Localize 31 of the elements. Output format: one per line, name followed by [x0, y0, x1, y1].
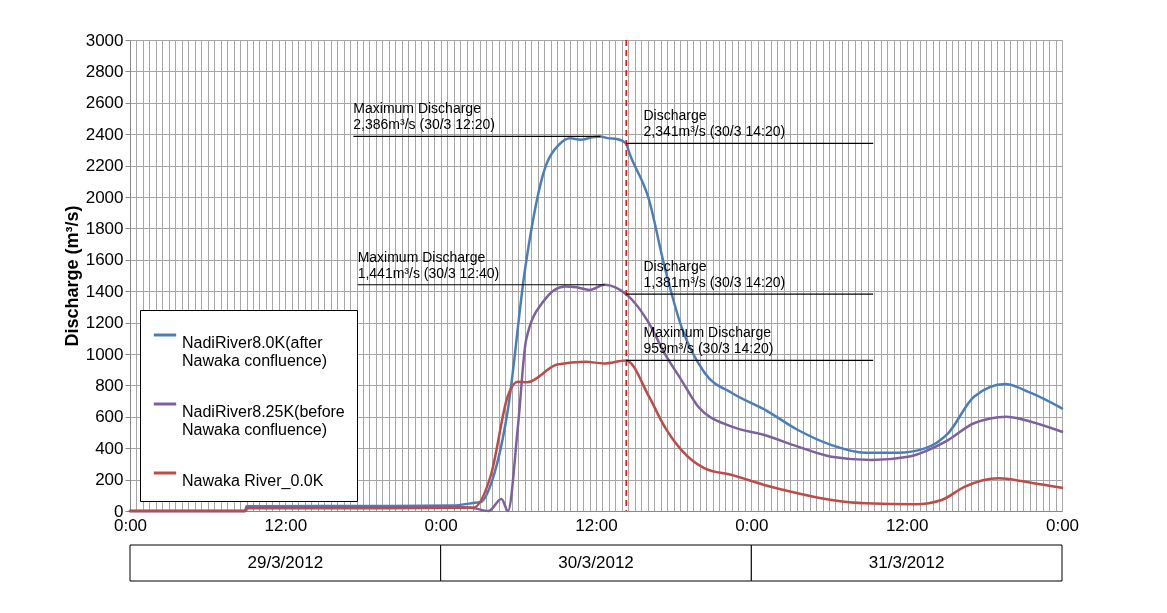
y-tick-label: 1600	[85, 250, 124, 270]
x-tick-label: 12:00	[575, 515, 618, 535]
legend-label: NadiRiver8.0K(after Nawaka confluence)	[182, 334, 327, 369]
y-axis-title: Discharge (m³/s)	[61, 205, 82, 347]
y-tick-label: 400	[95, 438, 124, 458]
text: 29/3/2012	[247, 553, 324, 572]
x-tick-label: 0:00	[735, 515, 769, 535]
x-tick-label: 0:00	[1045, 515, 1080, 535]
annotation: Maximum Discharge 1,441m³/s (30/3 12:40)	[357, 248, 500, 281]
y-tick-label: 1200	[85, 313, 124, 333]
y-tick-label: 2200	[85, 156, 124, 176]
y-tick-label: 2800	[85, 61, 124, 81]
y-tick-label: 800	[95, 375, 124, 395]
y-tick-label: 2000	[85, 187, 124, 207]
y-tick-label: 600	[95, 407, 124, 427]
annotation: Discharge 2,341m³/s (30/3 14:20)	[643, 107, 786, 140]
x-tick-label: 0:00	[424, 515, 458, 535]
y-tick-label: 2600	[85, 93, 124, 113]
annotation: Maximum Discharge 2,386m³/s (30/3 12:20)	[353, 100, 495, 133]
legend-label: NadiRiver8.25K(before Nawaka confluence)	[182, 403, 345, 438]
y-tick-label: 1000	[85, 344, 124, 364]
x-tick-label: 12:00	[885, 515, 929, 535]
y-tick-label: 2400	[85, 124, 124, 144]
legend-label: Nawaka River_0.0K	[182, 472, 324, 490]
text: 30/3/2012	[558, 553, 634, 572]
y-tick-label: 3000	[85, 30, 124, 50]
y-tick-label: 1400	[85, 281, 124, 301]
y-tick-label: 1800	[85, 218, 124, 238]
text: 31/3/2012	[868, 553, 945, 572]
y-tick-label: 200	[95, 470, 124, 490]
x-tick-label: 12:00	[264, 515, 308, 535]
